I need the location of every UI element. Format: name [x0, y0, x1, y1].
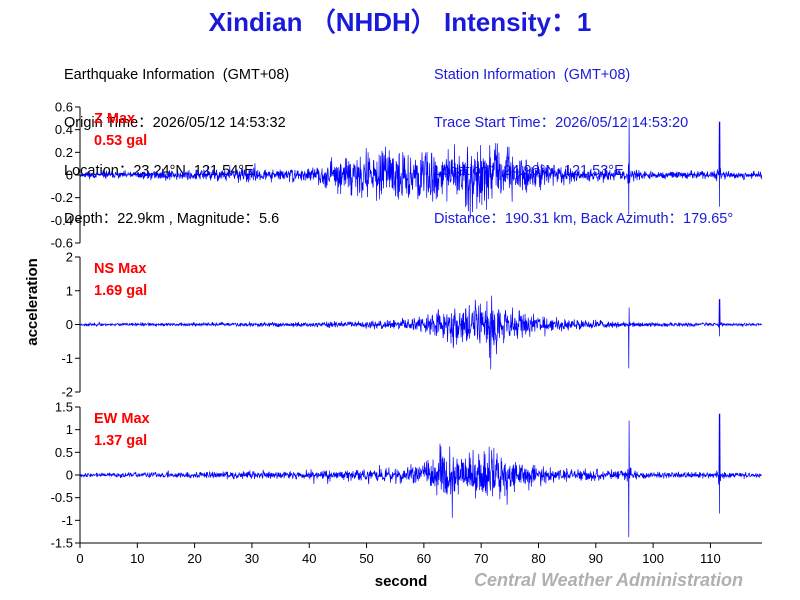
xtick-label: 70	[474, 551, 488, 566]
z-ytick-label: 0.6	[55, 100, 73, 115]
xtick-label: 10	[130, 551, 144, 566]
xtick-label: 110	[700, 551, 721, 566]
ew-max-value: 1.37 gal	[94, 433, 147, 449]
xtick-label: 60	[417, 551, 431, 566]
xtick-label: 0	[76, 551, 83, 566]
distance-azimuth: Distance：190.31 km, Back Azimuth：179.65°	[434, 211, 734, 227]
ns-waveform	[79, 295, 763, 370]
xtick-label: 20	[187, 551, 201, 566]
xtick-label: 50	[359, 551, 373, 566]
ns-max-label: NS Max	[94, 261, 146, 277]
earthquake-info-heading: Earthquake Information (GMT+08)	[64, 67, 290, 83]
origin-time: Origin Time：2026/05/12 14:53:32	[64, 115, 286, 131]
z-max-label: Z Max	[94, 111, 135, 127]
z-waveform	[79, 118, 763, 219]
ew-max-label: EW Max	[94, 411, 150, 427]
z-ytick-label: -0.2	[51, 190, 73, 205]
earthquake-info: Earthquake Information (GMT+08) Origin T…	[64, 35, 289, 243]
z-ytick-label: 0.4	[55, 122, 73, 137]
ns-ytick-label: 0	[66, 317, 73, 332]
ns-ytick-label: -2	[61, 385, 73, 400]
z-ytick-label: 0.2	[55, 145, 73, 160]
ns-ytick-label: 1	[66, 283, 73, 298]
ns-max-value: 1.69 gal	[94, 283, 147, 299]
y-axis-label: acceleration	[24, 258, 41, 346]
ew-ytick-label: -1.5	[51, 536, 73, 551]
ns-ytick-label: -1	[61, 351, 73, 366]
depth-magnitude: Depth：22.9km , Magnitude：5.6	[64, 211, 280, 227]
ns-ytick-label: 2	[66, 250, 73, 265]
ew-ytick-label: 1	[66, 422, 73, 437]
xtick-label: 90	[589, 551, 603, 566]
trace-start-time: Trace Start Time：2026/05/12 14:53:20	[434, 115, 689, 131]
ew-ytick-label: -1	[61, 513, 73, 528]
ew-ytick-label: 0.5	[55, 445, 73, 460]
xtick-label: 100	[642, 551, 664, 566]
station-info-heading: Station Information (GMT+08)	[434, 67, 631, 83]
page-title: Xindian （NHDH） Intensity：1	[208, 7, 592, 37]
ew-waveform	[79, 413, 763, 538]
z-max-value: 0.53 gal	[94, 133, 147, 149]
ew-ytick-label: -0.5	[51, 490, 73, 505]
xtick-label: 80	[531, 551, 545, 566]
z-ytick-label: -0.4	[51, 213, 73, 228]
xtick-label: 40	[302, 551, 316, 566]
x-axis-label: second	[375, 573, 428, 590]
agency-watermark: Central Weather Administration	[474, 570, 744, 590]
ew-ytick-label: 1.5	[55, 400, 73, 415]
z-ytick-label: -0.6	[51, 236, 73, 251]
ew-ytick-label: 0	[66, 468, 73, 483]
z-ytick-label: 0	[66, 168, 73, 183]
xtick-label: 30	[245, 551, 259, 566]
